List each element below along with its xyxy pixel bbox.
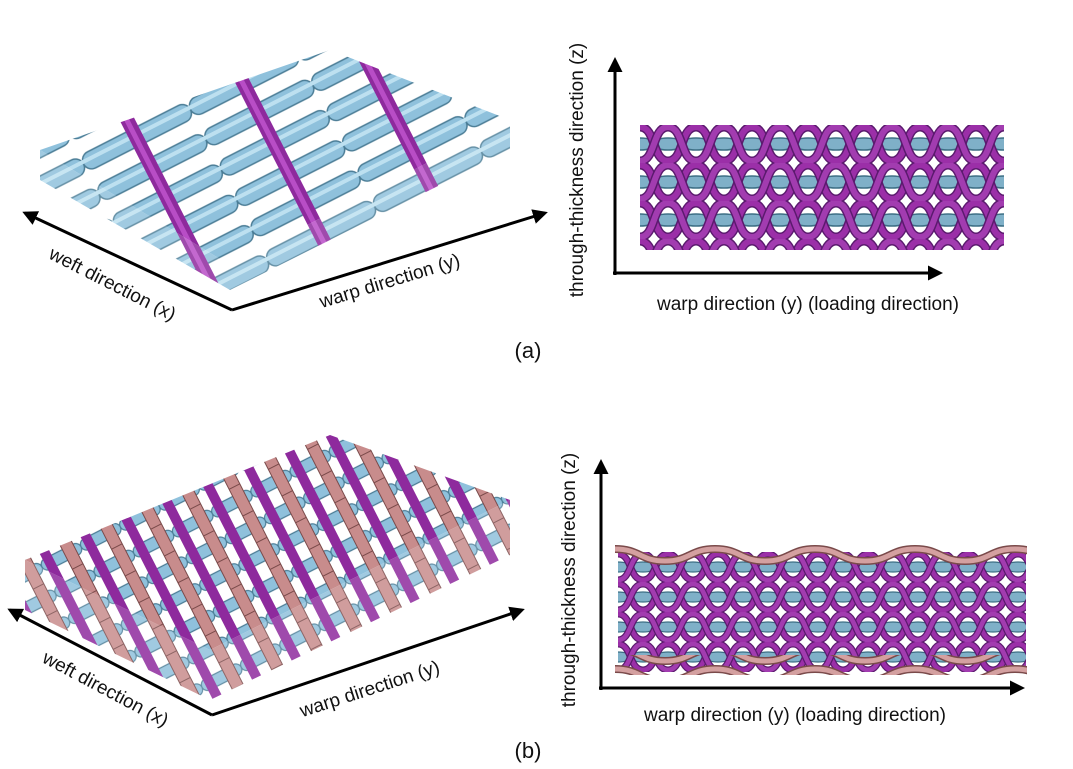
axis-label: warp direction (y) [316,250,462,313]
axis-label: through-thickness direction (z) [559,453,580,708]
figure: weft direction (x) warp direction (y) th… [0,0,1073,769]
weave-cross-section [618,552,1026,672]
weave-3d-b [25,435,510,700]
weave-cross-section [640,125,1004,250]
axis-label: warp direction (y) [296,657,442,722]
axis-label: warp direction (y) (loading direction) [643,705,946,726]
surface-yarn [615,545,1027,565]
axis-label: through-thickness direction (z) [567,43,588,298]
panel-label: (b) [515,738,542,763]
panel-label: (a) [515,338,542,363]
surface-yarn [615,655,1027,675]
axis-label: warp direction (y) (loading direction) [656,294,959,315]
axis-label: weft direction (x) [44,243,179,325]
